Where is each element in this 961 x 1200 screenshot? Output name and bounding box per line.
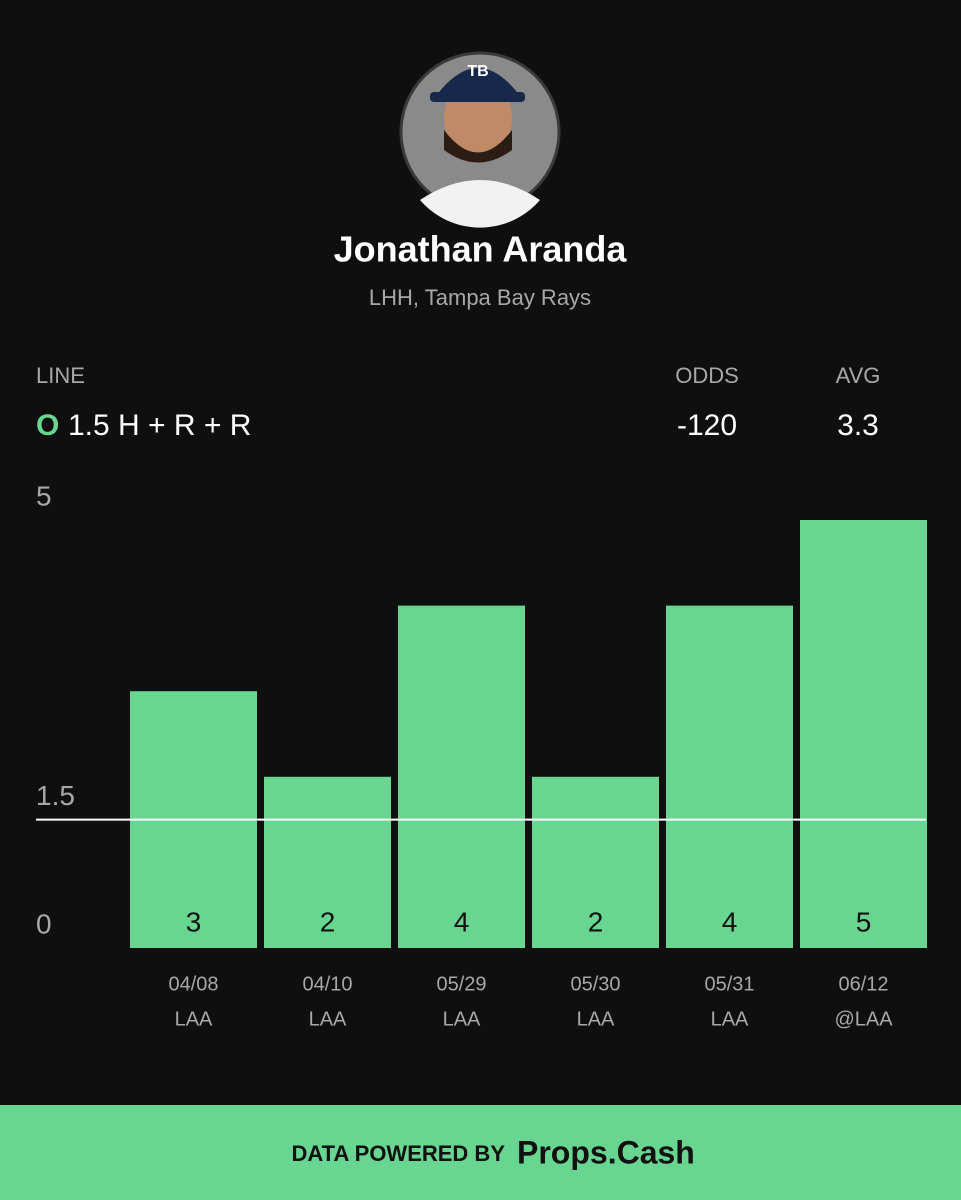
x-tick-sublabel: @LAA: [834, 1008, 893, 1030]
y-tick-label: 1.5: [36, 780, 75, 811]
value-label: 2: [320, 906, 336, 937]
y-tick-label: 0: [36, 908, 52, 939]
footer-prefix: DATA POWERED BY: [292, 1141, 506, 1166]
bar: [666, 605, 793, 948]
x-tick-sublabel: LAA: [577, 1008, 615, 1030]
bar: [800, 520, 927, 948]
footer-brand: Props.Cash: [517, 1134, 695, 1170]
value-label: 2: [588, 906, 604, 937]
line-label: LINE: [36, 363, 85, 388]
x-tick-label: 04/08: [168, 973, 218, 995]
line-side: O: [36, 409, 59, 442]
bar: [532, 776, 659, 948]
avg-value: 3.3: [837, 409, 879, 442]
x-tick-sublabel: LAA: [443, 1008, 481, 1030]
chart: 3 04/08 LAA 2 04/10 LAA 4 05/29 LAA 2 05/30 LAA 4 05/…: [36, 480, 927, 1030]
avg-label: AVG: [836, 363, 881, 388]
value-label: 4: [454, 906, 470, 937]
x-tick-label: 05/31: [704, 973, 754, 995]
bar: [264, 776, 391, 948]
x-tick-sublabel: LAA: [175, 1008, 213, 1030]
value-label: 3: [186, 906, 202, 937]
x-tick-label: 06/12: [838, 973, 888, 995]
value-label: 5: [856, 906, 872, 937]
x-tick-label: 04/10: [302, 973, 352, 995]
y-tick-label: 5: [36, 480, 52, 511]
x-tick-label: 05/30: [570, 973, 620, 995]
odds-value: -120: [677, 409, 737, 442]
player-name: Jonathan Aranda: [334, 229, 628, 270]
odds-label: ODDS: [675, 363, 739, 388]
x-tick-sublabel: LAA: [711, 1008, 749, 1030]
x-tick-label: 05/29: [436, 973, 486, 995]
bar: [398, 605, 525, 948]
x-tick-sublabel: LAA: [309, 1008, 347, 1030]
line-value: 1.5 H + R + R: [68, 409, 251, 442]
player-subtitle: LHH, Tampa Bay Rays: [369, 285, 591, 310]
avatar: TB: [399, 51, 561, 228]
svg-text:TB: TB: [467, 63, 488, 80]
footer: [0, 1105, 961, 1200]
value-label: 4: [722, 906, 738, 937]
